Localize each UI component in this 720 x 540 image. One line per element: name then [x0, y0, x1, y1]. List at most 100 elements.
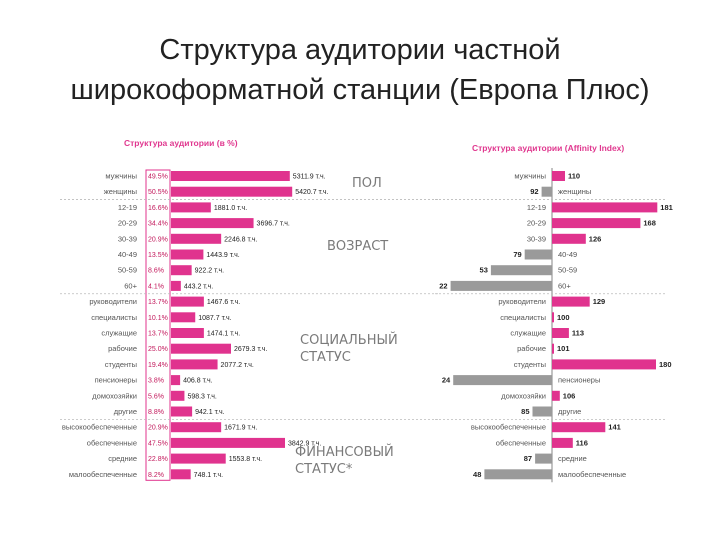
right-value-label: 24	[442, 376, 451, 385]
right-category-label: 30-39	[527, 234, 546, 243]
left-category-label: студенты	[105, 360, 137, 369]
section-label-age: ВОЗРАСТ	[327, 239, 388, 254]
right-category-label: обеспеченные	[496, 438, 546, 447]
right-bar	[541, 186, 552, 197]
right-bar	[552, 218, 641, 229]
left-pct-label: 4.1%	[148, 283, 164, 290]
right-value-label: 126	[589, 234, 602, 243]
right-bar	[490, 265, 552, 276]
right-bar	[484, 469, 552, 480]
right-chart-title: Структура аудитории (Affinity Index)	[472, 143, 624, 153]
right-value-label: 110	[568, 172, 580, 181]
left-bar	[171, 233, 222, 244]
left-value-label: 598.3 т.ч.	[187, 393, 216, 400]
section-label-gender: ПОЛ	[352, 176, 382, 191]
left-value-label: 1087.7 т.ч.	[198, 315, 231, 322]
slide-title-line2: широкоформатной станции (Европа Плюс)	[70, 74, 650, 106]
left-bar	[171, 249, 204, 260]
left-category-label: руководители	[89, 297, 137, 306]
left-pct-label: 49.5%	[148, 174, 168, 181]
right-category-label: малообеспеченные	[558, 470, 626, 479]
left-category-label: 50-59	[118, 266, 137, 275]
right-category-label: служащие	[510, 329, 546, 338]
right-bar	[552, 343, 554, 354]
right-value-label: 129	[593, 297, 606, 306]
left-value-label: 443.2 т.ч.	[184, 283, 213, 290]
left-category-label: домохозяйки	[92, 391, 137, 400]
right-category-label: другие	[558, 407, 581, 416]
left-bar	[171, 437, 285, 448]
left-pct-label: 47.5%	[148, 440, 168, 447]
left-pct-label: 20.9%	[148, 236, 168, 243]
left-pct-label: 13.7%	[148, 331, 168, 338]
left-category-label: средние	[108, 454, 137, 463]
right-bar	[552, 328, 569, 338]
left-value-label: 2077.2 т.ч.	[221, 362, 254, 369]
left-value-label: 3696.7 т.ч.	[257, 221, 290, 228]
left-bar	[171, 186, 293, 197]
left-bar	[171, 312, 196, 323]
left-pct-label: 19.4%	[148, 362, 168, 369]
left-category-label: мужчины	[105, 172, 137, 181]
section-label-finance-2: СТАТУС*	[295, 462, 353, 477]
left-category-label: обеспеченные	[87, 438, 137, 447]
left-category-label: 12-19	[118, 203, 137, 212]
left-chart: мужчины 49.5% 5311.9 т.ч. женщины 50.5% 5420.…	[60, 169, 440, 481]
right-category-label: пенсионеры	[558, 376, 600, 385]
left-bar	[171, 375, 181, 386]
right-category-label: специалисты	[500, 313, 546, 322]
left-bar	[171, 296, 204, 307]
right-value-label: 53	[480, 266, 488, 275]
right-bar	[552, 202, 658, 213]
slide-title-line1: Структура аудитории частной	[159, 34, 561, 66]
right-bar	[552, 359, 656, 370]
right-value-label: 92	[530, 187, 538, 196]
left-bar	[171, 218, 254, 229]
right-category-label: 50-59	[558, 266, 577, 275]
left-value-label: 2679.3 т.ч.	[234, 346, 267, 353]
left-bar	[171, 469, 191, 480]
right-category-label: женщины	[558, 187, 591, 196]
left-value-label: 942.1 т.ч.	[195, 409, 224, 416]
left-value-label: 1553.8 т.ч.	[229, 456, 262, 463]
left-category-label: малообеспеченные	[69, 470, 137, 479]
right-category-label: высокообеспеченные	[471, 423, 546, 432]
right-category-label: домохозяйки	[501, 391, 546, 400]
right-value-label: 116	[576, 438, 588, 447]
left-value-label: 748.1 т.ч.	[194, 472, 223, 479]
left-category-label: рабочие	[108, 344, 137, 353]
right-value-label: 181	[660, 203, 673, 212]
right-value-label: 180	[659, 360, 672, 369]
right-value-label: 113	[572, 329, 584, 338]
left-pct-label: 50.5%	[148, 189, 168, 196]
left-value-label: 2246.8 т.ч.	[224, 236, 257, 243]
right-category-label: 60+	[558, 281, 571, 290]
right-bar	[552, 390, 560, 401]
left-value-label: 922.2 т.ч.	[195, 268, 224, 275]
left-pct-label: 34.4%	[148, 221, 168, 228]
left-bar	[171, 422, 222, 433]
left-value-label: 1474.1 т.ч.	[207, 331, 240, 338]
left-pct-label: 8.6%	[148, 268, 164, 275]
left-value-label: 406.8 т.ч.	[183, 378, 212, 385]
right-bar	[524, 249, 552, 260]
left-pct-label: 20.9%	[148, 425, 168, 432]
right-value-label: 168	[643, 219, 656, 228]
left-value-label: 1881.0 т.ч.	[214, 205, 247, 212]
right-bar	[552, 233, 586, 244]
right-bar	[453, 375, 552, 386]
left-category-label: пенсионеры	[95, 376, 137, 385]
left-bar	[171, 171, 290, 181]
left-bar	[171, 343, 231, 354]
left-category-label: 30-39	[118, 234, 137, 243]
right-bar	[450, 280, 552, 291]
right-chart: 110 мужчины 92 женщины 181 12-19 168 20-29 126 30…	[435, 168, 673, 483]
section-label-social-1: СОЦИАЛЬНЫЙ	[300, 332, 398, 348]
left-bar	[171, 390, 185, 401]
right-value-label: 48	[473, 470, 481, 479]
left-value-label: 1671.9 т.ч.	[224, 425, 257, 432]
right-category-label: 40-49	[558, 250, 577, 259]
right-category-label: 12-19	[527, 203, 546, 212]
right-value-label: 101	[557, 344, 570, 353]
